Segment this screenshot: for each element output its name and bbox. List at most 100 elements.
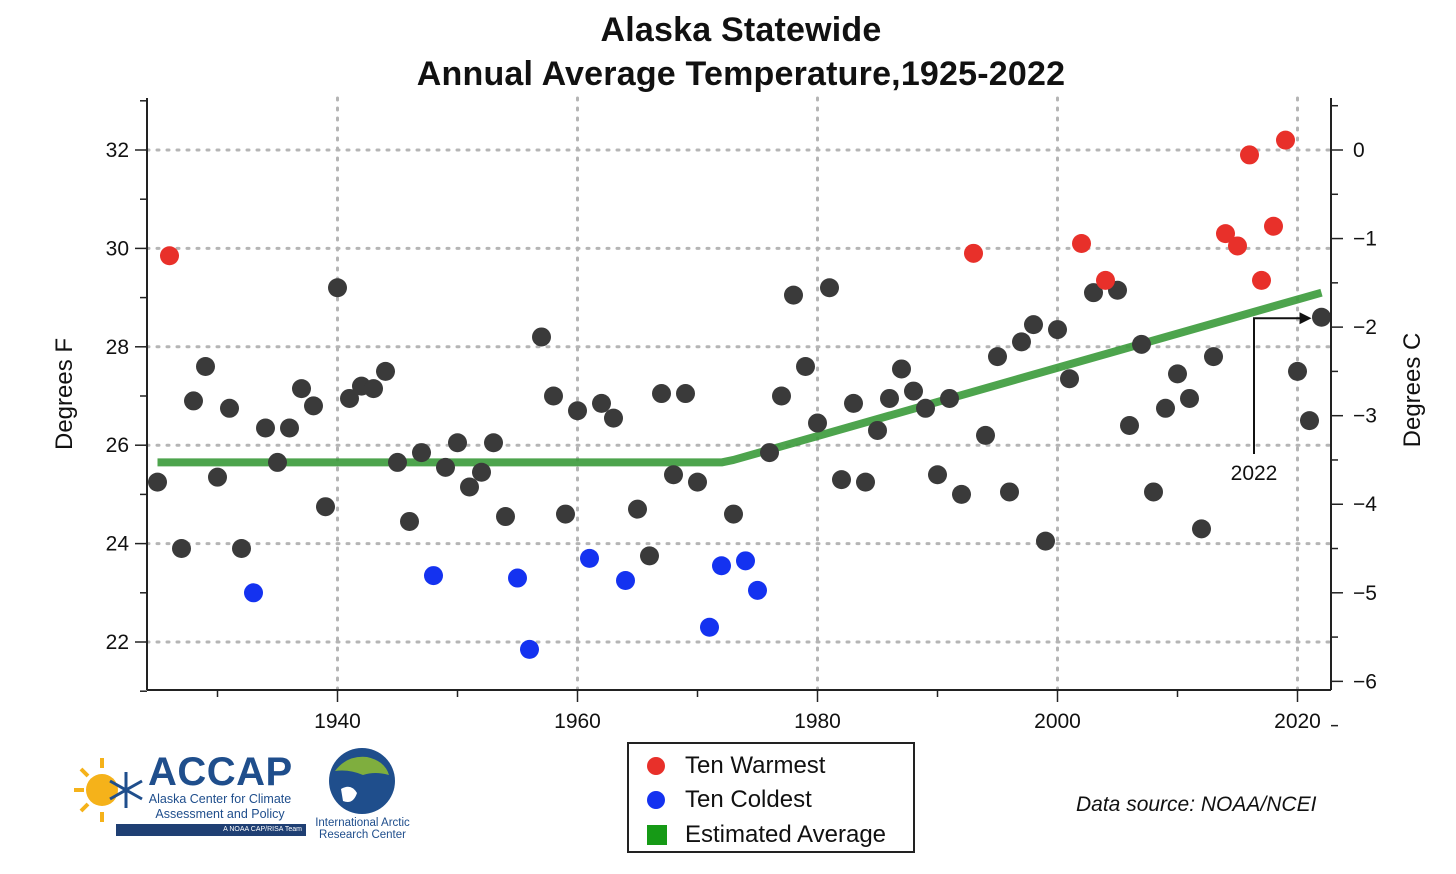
iarc-line-1: International Arctic	[315, 817, 410, 829]
warm-point	[1276, 130, 1295, 150]
data-point	[652, 384, 671, 404]
globe-icon	[329, 748, 395, 814]
data-point	[280, 418, 299, 438]
data-point	[1288, 361, 1307, 381]
data-point	[184, 391, 203, 411]
y-tick-label-right: 0	[1353, 139, 1365, 162]
data-point	[196, 356, 215, 376]
data-point	[400, 511, 419, 531]
data-point	[856, 472, 875, 492]
data-point	[844, 393, 863, 413]
data-point	[760, 443, 779, 463]
data-point	[676, 384, 695, 404]
data-point	[340, 388, 359, 408]
iarc-text: International Arctic Research Center	[305, 817, 420, 841]
warm-point	[1240, 145, 1259, 165]
data-point	[256, 418, 275, 438]
data-point	[640, 546, 659, 566]
warm-point	[1216, 224, 1235, 244]
y-tick-label-right: −5	[1353, 582, 1377, 605]
y-tick-label-left: 26	[106, 434, 129, 457]
data-point	[448, 433, 467, 453]
data-point	[628, 499, 647, 519]
legend-label-coldest: Ten Coldest	[685, 786, 812, 813]
y-tick-label-left: 22	[106, 631, 129, 654]
warm-point	[1228, 236, 1247, 256]
cold-point	[424, 566, 443, 586]
legend-label-average: Estimated Average	[685, 821, 887, 848]
data-point	[412, 443, 431, 463]
data-point	[568, 401, 587, 421]
data-point	[772, 386, 791, 406]
data-point	[232, 539, 251, 559]
data-point	[388, 452, 407, 472]
warm-point	[1252, 270, 1271, 290]
data-point	[1312, 307, 1331, 327]
data-point	[208, 467, 227, 487]
data-point	[328, 278, 347, 298]
accap-subtitle-1: Alaska Center for Climate	[148, 792, 292, 806]
legend-item-ten-warmest: Ten Warmest	[647, 750, 825, 782]
data-point	[904, 381, 923, 401]
data-point	[808, 413, 827, 433]
data-point	[544, 386, 563, 406]
x-tick-label: 1980	[794, 710, 841, 733]
data-point	[988, 347, 1007, 367]
x-tick-label: 1940	[314, 710, 361, 733]
data-point	[172, 539, 191, 559]
data-source-note: Data source: NOAA/NCEI	[1076, 793, 1317, 816]
data-point	[460, 477, 479, 497]
legend-label-warmest: Ten Warmest	[685, 752, 826, 779]
data-point	[1048, 320, 1067, 340]
y-axis-title-left: Degrees F	[51, 338, 78, 450]
annotation-2022: 2022	[1231, 312, 1312, 485]
data-point	[916, 398, 935, 418]
warm-point	[1264, 216, 1283, 236]
data-point	[820, 278, 839, 298]
annotation-arrowhead	[1299, 312, 1312, 325]
cold-point	[700, 617, 719, 637]
data-point	[472, 462, 491, 482]
data-points	[148, 130, 1331, 659]
data-point	[928, 465, 947, 485]
data-point	[892, 359, 911, 379]
y-axis-title-right: Degrees C	[1399, 333, 1426, 448]
cold-point	[748, 580, 767, 600]
legend-marker-coldest	[647, 791, 665, 809]
data-point	[592, 393, 611, 413]
y-tick-label-right: −1	[1353, 228, 1377, 251]
y-tick-label-right: −6	[1353, 670, 1377, 693]
data-point	[376, 361, 395, 381]
cold-point	[736, 551, 755, 571]
data-point	[220, 398, 239, 418]
data-point	[976, 425, 995, 445]
x-tick-label: 2020	[1274, 710, 1321, 733]
axes: 22 24 26 28 30 32 0 −1 −2 −3 −4 −5 −6 1940 1960 1980 200…	[51, 98, 1426, 733]
x-tick-label: 1960	[554, 710, 601, 733]
annotation-label: 2022	[1231, 462, 1278, 485]
y-tick-label-left: 28	[106, 336, 129, 359]
data-point	[1192, 519, 1211, 539]
data-point	[604, 408, 623, 428]
warm-point	[1072, 233, 1091, 253]
data-point	[316, 497, 335, 517]
data-point	[868, 420, 887, 440]
data-point	[880, 388, 899, 408]
data-point	[940, 388, 959, 408]
data-point	[1144, 482, 1163, 502]
data-point	[1132, 334, 1151, 354]
warm-point	[964, 243, 983, 263]
trend-layer	[157, 288, 1323, 467]
legend-item-estimated-average: Estimated Average	[647, 819, 886, 851]
data-point	[364, 379, 383, 399]
legend-marker-average	[647, 825, 667, 845]
annotation-arrow-line	[1253, 317, 1308, 454]
accap-subtitle-2: Assessment and Policy	[155, 807, 285, 821]
data-point	[1060, 369, 1079, 389]
warm-point	[1096, 270, 1115, 290]
iarc-logo: International Arctic Research Center	[305, 745, 420, 845]
data-point	[484, 433, 503, 453]
data-point	[436, 457, 455, 477]
cold-point	[244, 583, 263, 603]
data-point	[832, 470, 851, 490]
